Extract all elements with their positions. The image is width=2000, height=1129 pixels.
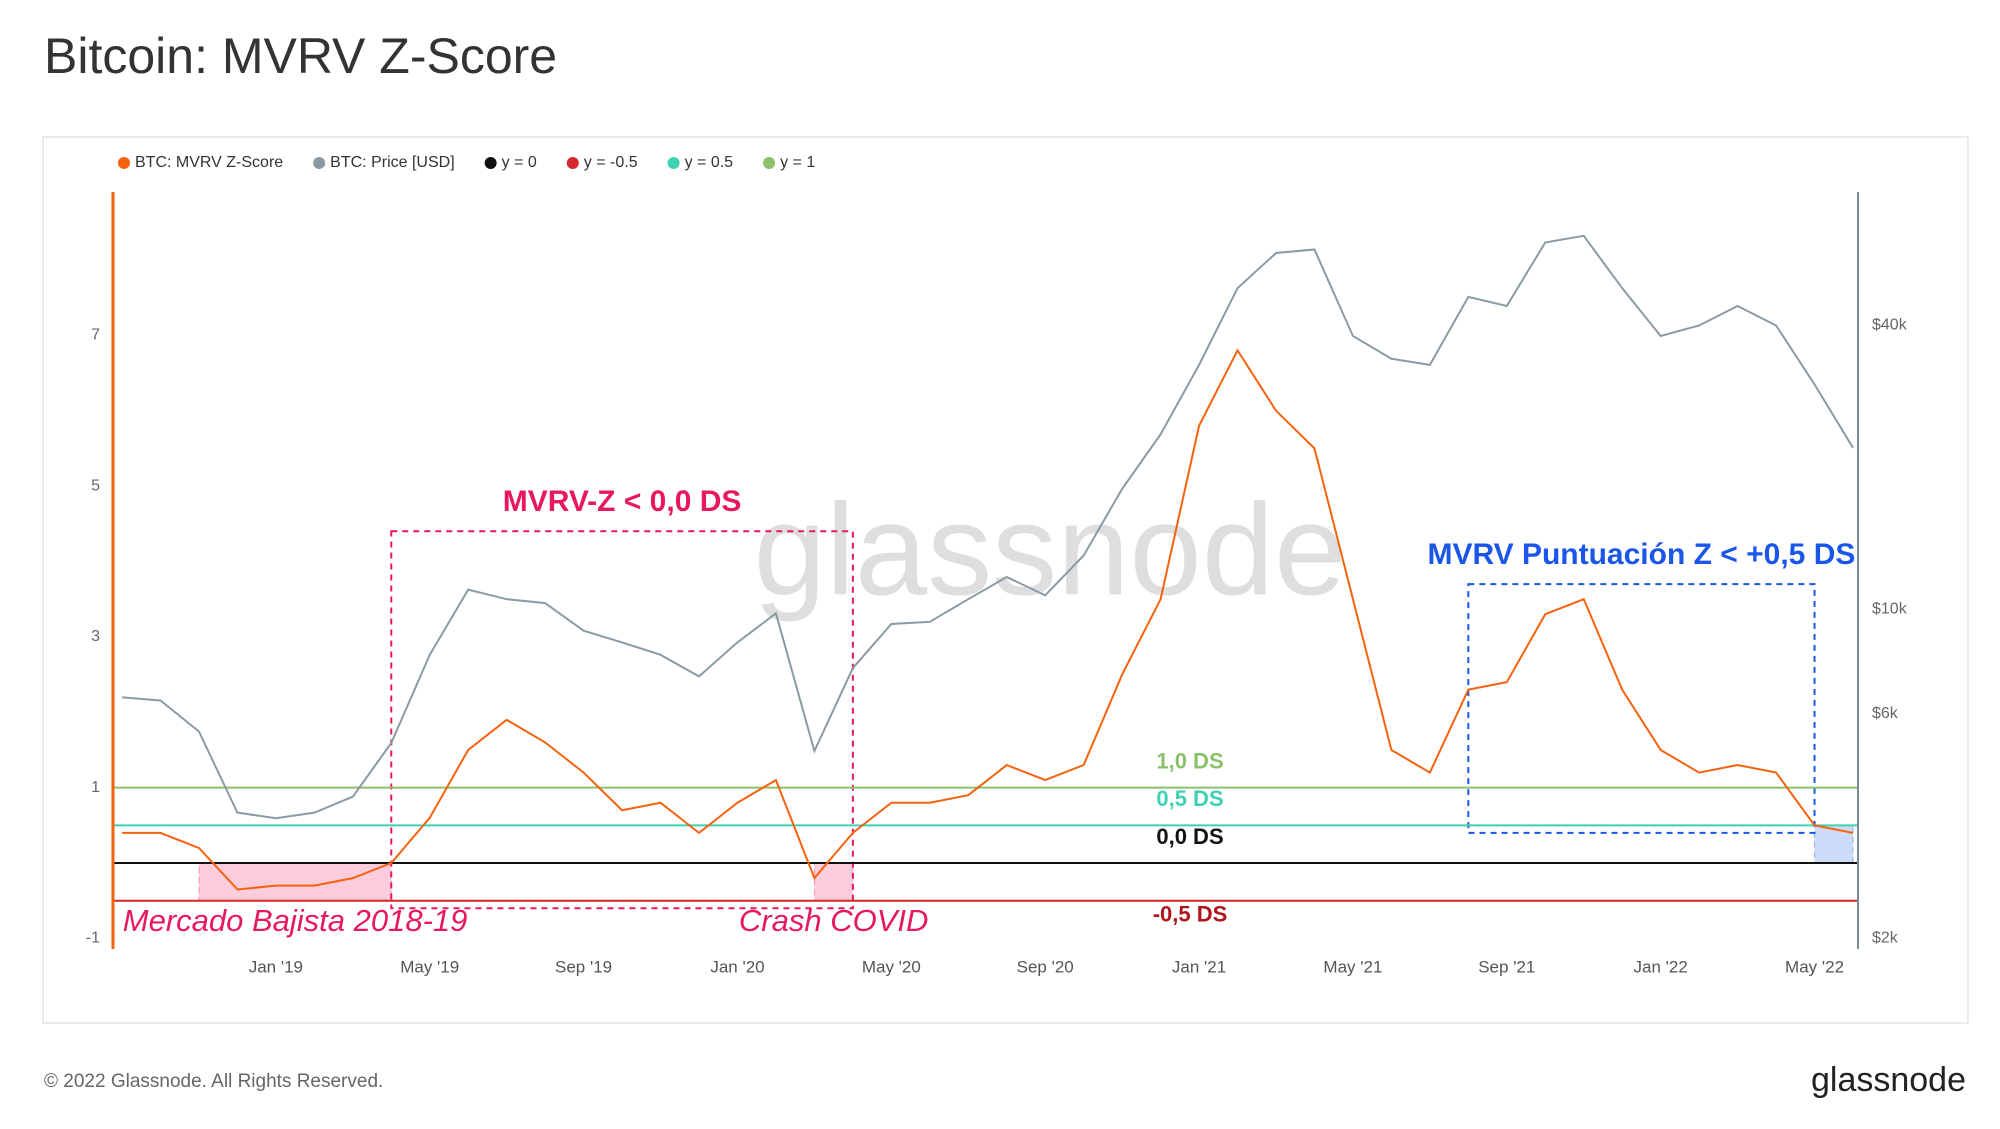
legend-label: y = 0.5: [685, 154, 734, 171]
region-label: MVRV-Z < 0,0 DS: [503, 485, 742, 518]
chart-title: Bitcoin: MVRV Z-Score: [44, 28, 557, 84]
reference-label: 0,5 DS: [1156, 786, 1223, 811]
x-tick-label: May '19: [400, 957, 459, 976]
x-tick-label: Sep '19: [555, 957, 612, 976]
legend-marker: [667, 157, 680, 169]
brand: glassnode: [1811, 1061, 1966, 1099]
y-tick-label: 3: [91, 628, 100, 645]
highlight-region: [1467, 583, 1816, 834]
reference-label: 1,0 DS: [1156, 748, 1223, 773]
region-label: MVRV Puntuación Z < +0,5 DS: [1427, 538, 1855, 571]
legend-label: y = 1: [780, 154, 815, 171]
legend-label: BTC: MVRV Z-Score: [135, 154, 283, 171]
y-tick-label: 7: [91, 326, 100, 343]
x-tick-label: Jan '22: [1634, 957, 1688, 976]
legend-label: BTC: Price [USD]: [330, 154, 454, 171]
region-label: Mercado Bajista 2018-19: [123, 903, 468, 938]
reference-label: -0,5 DS: [1153, 902, 1228, 927]
legend-marker: [763, 157, 776, 169]
x-tick-label: Jan '20: [710, 957, 764, 976]
x-tick-label: Jan '19: [249, 957, 303, 976]
legend-label: y = -0.5: [584, 154, 638, 171]
x-tick-label: May '21: [1323, 957, 1382, 976]
y2-tick-label: $6k: [1872, 705, 1899, 722]
y2-tick-label: $10k: [1872, 600, 1908, 617]
legend-marker: [566, 157, 579, 169]
y2-tick-label: $40k: [1872, 317, 1908, 334]
region-label: Crash COVID: [739, 903, 928, 938]
x-tick-label: May '20: [862, 957, 921, 976]
series-line: [122, 348, 1854, 891]
highlight-region: [813, 862, 854, 902]
y-tick-label: 1: [91, 779, 100, 796]
legend-marker: [313, 157, 326, 169]
x-tick-label: Jan '21: [1172, 957, 1226, 976]
highlight-region: [390, 530, 854, 910]
y-tick-label: 5: [91, 477, 100, 494]
panel: [42, 136, 1969, 1024]
highlight-region: [198, 862, 392, 902]
series-line: [121, 234, 1854, 820]
x-tick-label: May '22: [1785, 957, 1844, 976]
legend-marker: [118, 157, 130, 169]
y2-tick-label: $2k: [1872, 930, 1899, 947]
watermark: glassnode: [754, 476, 1347, 622]
legend-marker: [484, 157, 497, 169]
copyright: © 2022 Glassnode. All Rights Reserved.: [44, 1071, 383, 1092]
legend-label: y = 0: [502, 154, 537, 171]
x-tick-label: Sep '21: [1478, 957, 1535, 976]
y-tick-label: -1: [86, 930, 100, 947]
x-tick-label: Sep '20: [1017, 957, 1074, 976]
reference-label: 0,0 DS: [1156, 824, 1223, 849]
